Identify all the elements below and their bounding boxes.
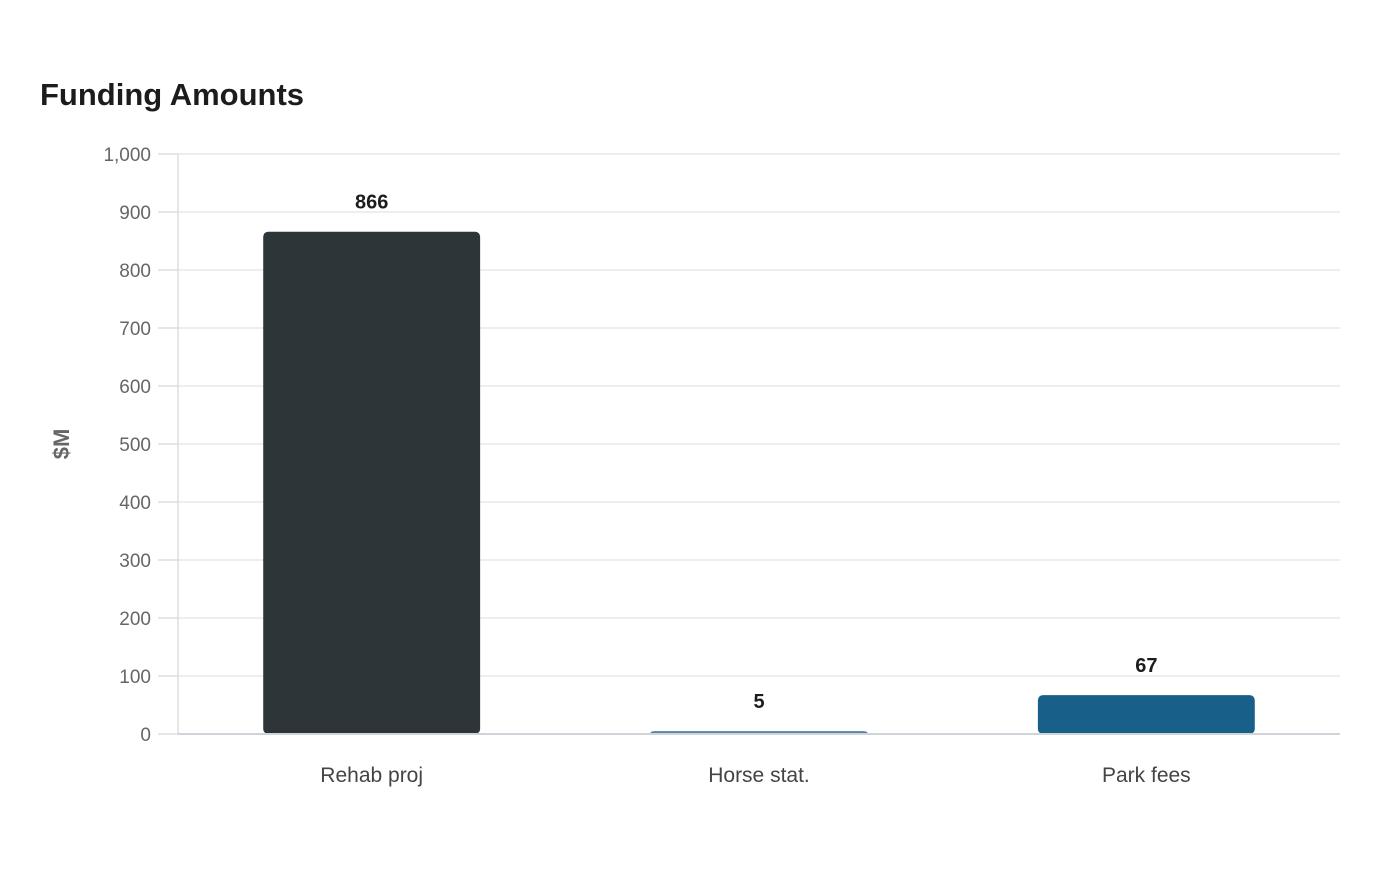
y-tick-label: 300 [119,551,151,572]
bar-park-fees [1037,695,1255,734]
x-category-label: Rehab proj [320,764,423,787]
y-axis-title: $M [49,429,74,460]
bar-value-label: 866 [355,192,388,214]
y-tick-label: 800 [119,261,151,282]
chart-title: Funding Amounts [40,77,305,112]
y-tick-label: 1,000 [103,145,151,166]
data-labels: 866 5 67 [355,192,1157,713]
bar-rehab-proj [263,231,481,734]
y-tick-label: 600 [119,377,151,398]
y-tick-label: 200 [119,609,151,630]
y-tick-label: 500 [119,435,151,456]
bar-value-label: 67 [1135,655,1157,677]
y-tick-label: 0 [140,725,151,746]
y-tick-label: 900 [119,203,151,224]
bars [263,231,1255,734]
y-axis-ticks: 0 100 200 300 400 500 600 700 800 900 1,000 [103,145,178,746]
x-category-label: Horse stat. [708,764,810,787]
x-axis-categories: Rehab proj Horse stat. Park fees [320,764,1190,787]
x-category-label: Park fees [1102,764,1191,787]
y-tick-label: 100 [119,667,151,688]
bar-value-label: 5 [753,691,764,713]
y-tick-label: 700 [119,319,151,340]
y-tick-label: 400 [119,493,151,514]
